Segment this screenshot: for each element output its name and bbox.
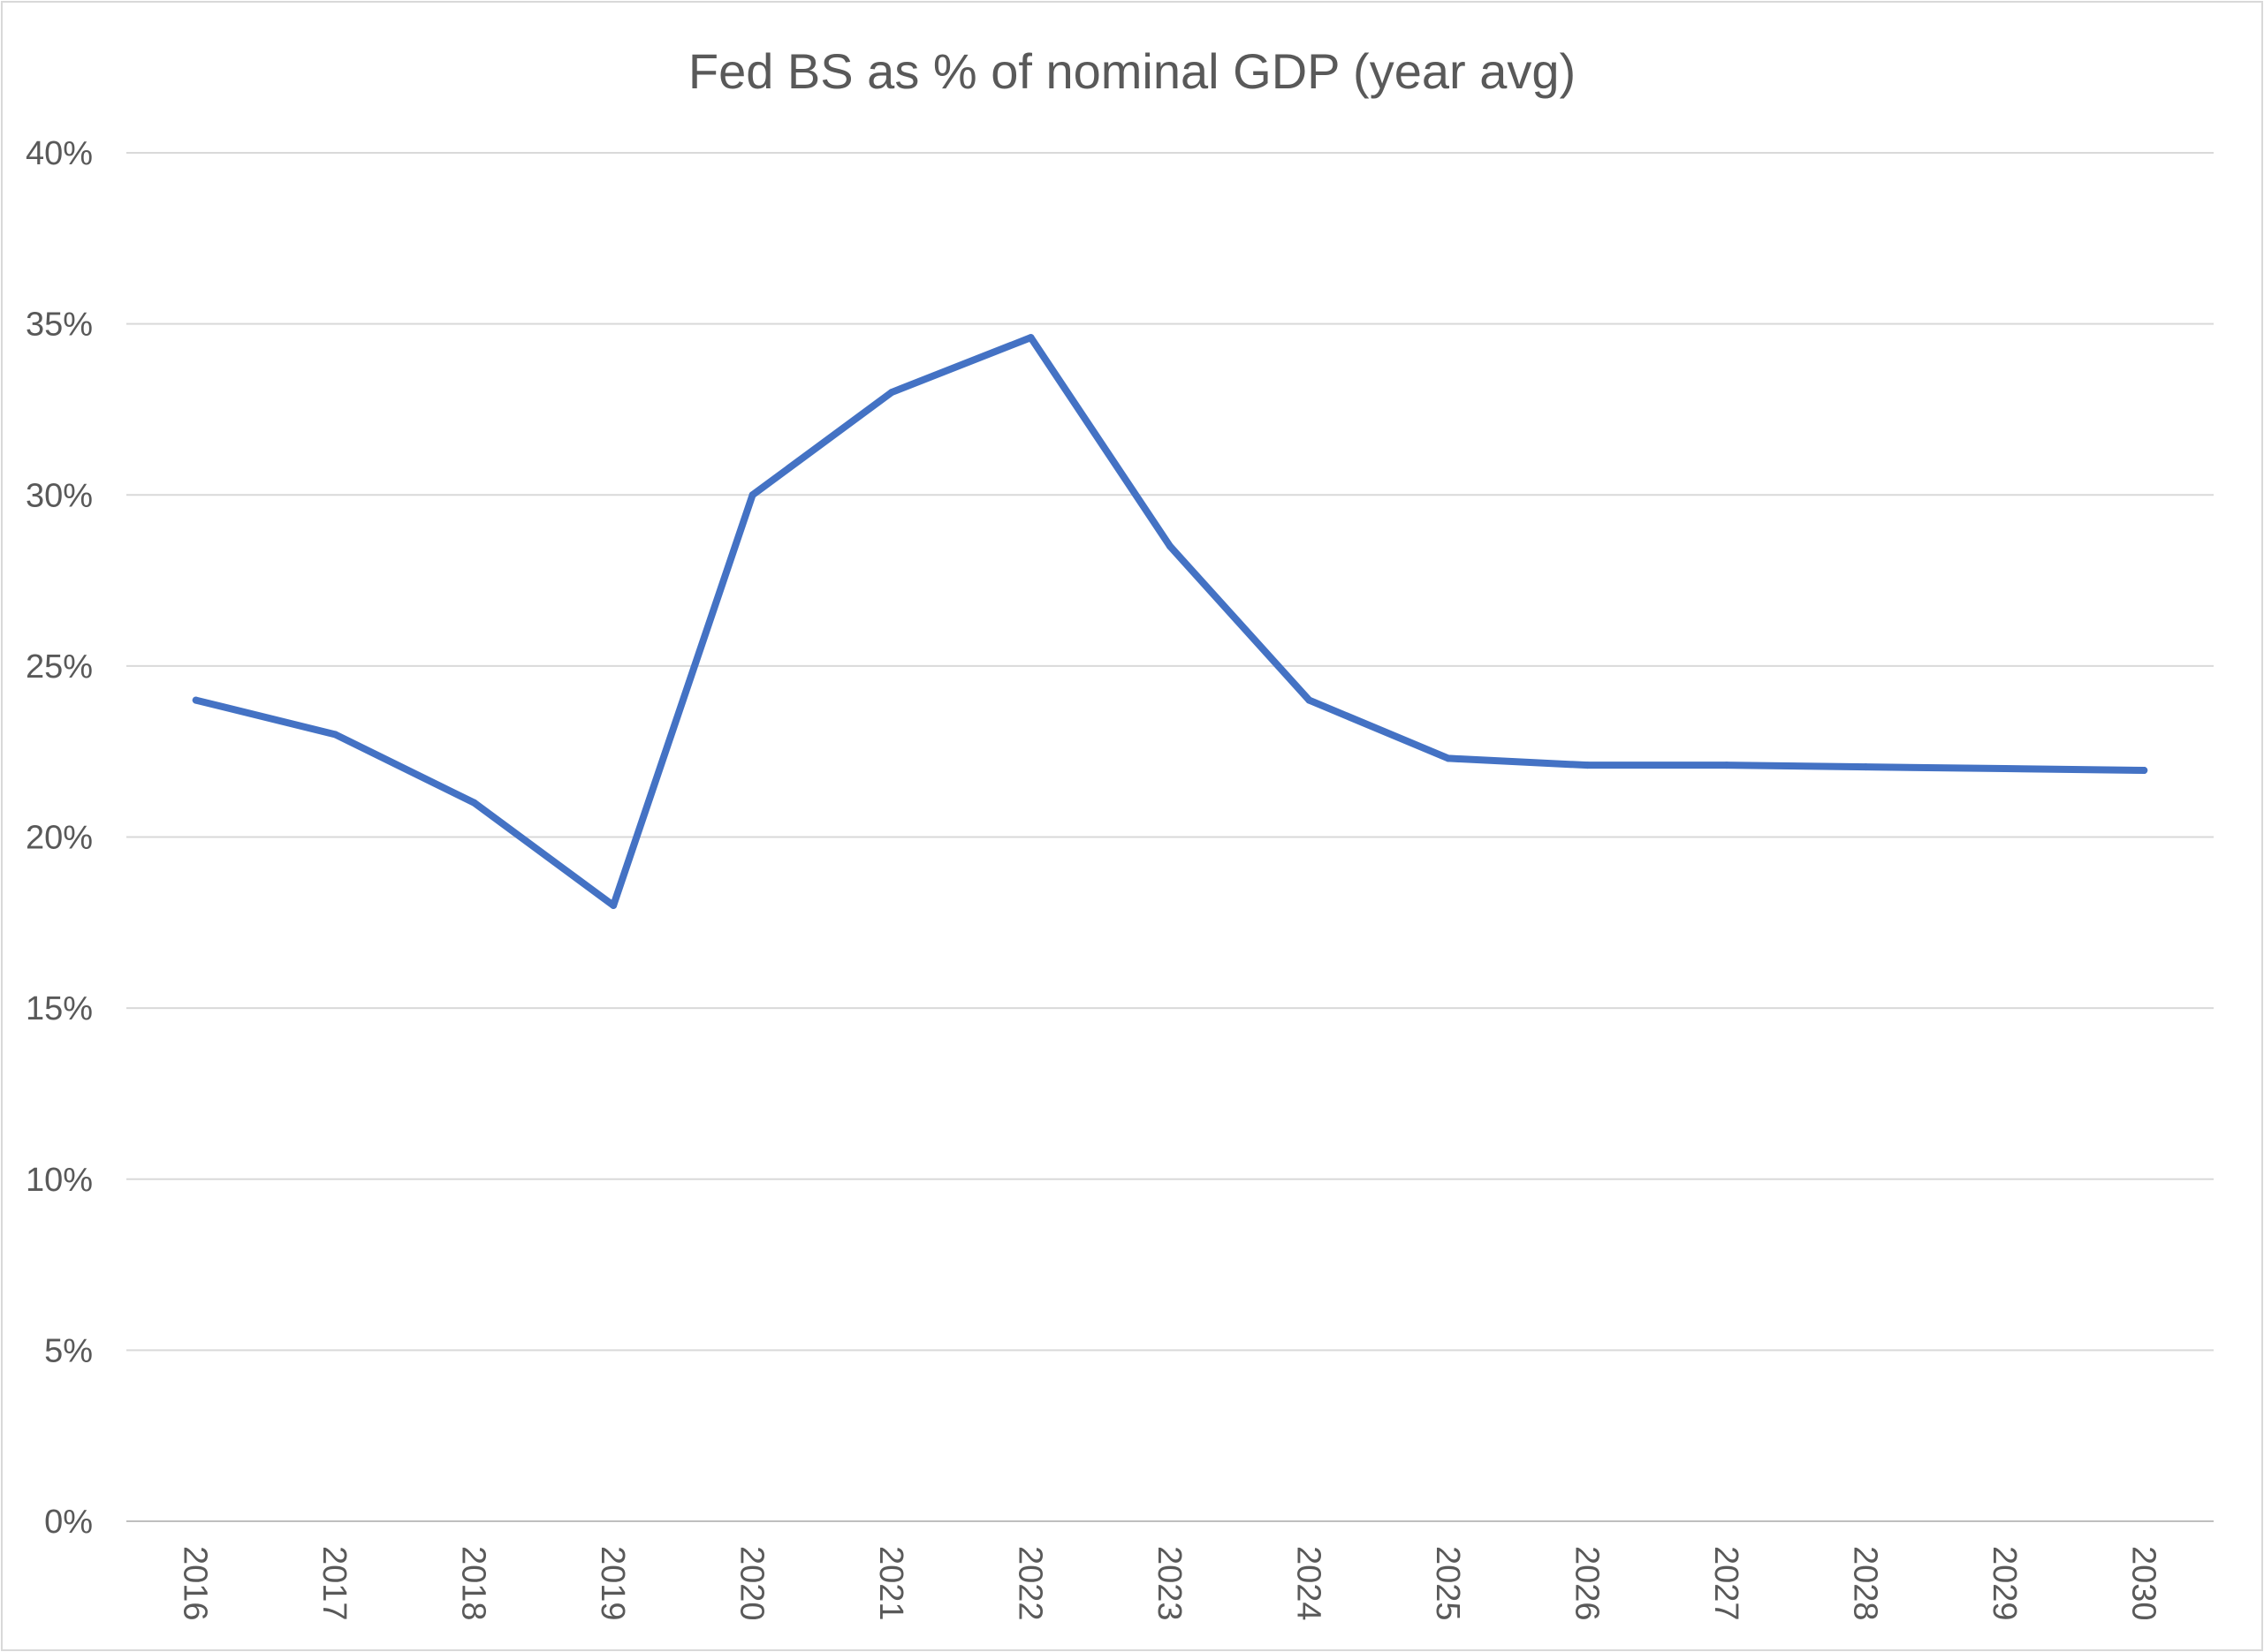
data-point: [1722, 762, 1730, 769]
y-tick-label: 25%: [26, 648, 93, 686]
data-point: [1027, 334, 1035, 342]
data-point: [1166, 542, 1174, 550]
data-point: [610, 901, 618, 909]
data-point: [470, 799, 478, 807]
data-point: [2140, 766, 2148, 774]
data-point: [1305, 696, 1313, 704]
x-tick-label: 2016: [177, 1546, 214, 1621]
x-tick-label: 2020: [733, 1546, 771, 1621]
y-axis-tick-labels: 0% 5% 10% 15% 20% 25% 30% 35% 40%: [26, 135, 93, 1541]
chart-title: Fed BS as % of nominal GDP (year avg): [688, 43, 1576, 99]
data-point: [1862, 763, 1870, 771]
data-point: [2001, 765, 2009, 773]
data-point: [748, 491, 756, 499]
series-layer: [192, 334, 2148, 909]
y-tick-label: 20%: [26, 820, 93, 857]
x-tick-label: 2025: [1429, 1546, 1466, 1621]
x-tick-label: 2027: [1707, 1546, 1744, 1621]
x-tick-label: 2028: [1846, 1546, 1883, 1621]
x-axis-tick-labels: 2016 2017 2018 2019 2020 2021 2022 2023 2024 2025…: [177, 1546, 2162, 1621]
data-point: [888, 389, 896, 397]
data-point: [192, 696, 200, 704]
data-point: [331, 731, 339, 739]
x-tick-label: 2019: [594, 1546, 631, 1621]
x-tick-label: 2029: [1986, 1546, 2023, 1621]
x-tick-label: 2030: [2124, 1546, 2161, 1621]
y-tick-label: 0%: [44, 1504, 93, 1541]
y-tick-label: 40%: [26, 135, 93, 172]
x-tick-label: 2023: [1151, 1546, 1188, 1621]
data-point: [1584, 762, 1592, 769]
x-tick-label: 2022: [1012, 1546, 1049, 1621]
x-tick-label: 2024: [1289, 1546, 1326, 1621]
y-tick-label: 5%: [44, 1332, 93, 1369]
x-tick-label: 2017: [315, 1546, 353, 1621]
y-tick-label: 15%: [26, 990, 93, 1027]
x-tick-label: 2026: [1568, 1546, 1605, 1621]
x-tick-label: 2018: [455, 1546, 492, 1621]
y-tick-label: 30%: [26, 477, 93, 514]
y-tick-label: 35%: [26, 307, 93, 344]
x-tick-label: 2021: [872, 1546, 909, 1621]
data-point: [1444, 754, 1452, 762]
gridlines: [126, 152, 2214, 1522]
y-tick-label: 10%: [26, 1162, 93, 1199]
